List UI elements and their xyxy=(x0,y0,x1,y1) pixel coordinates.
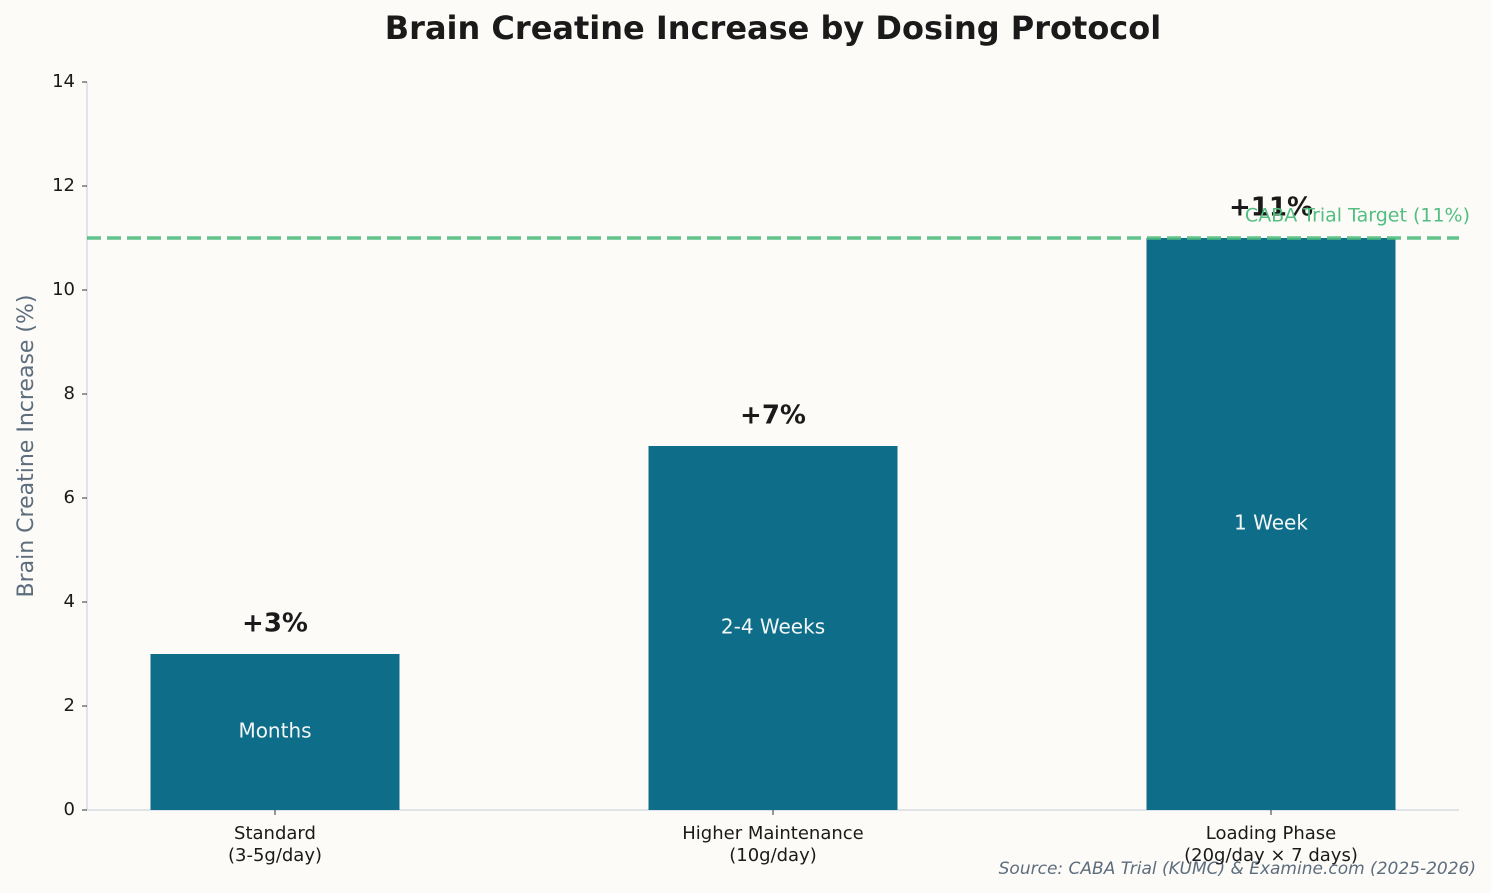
value-label: +7% xyxy=(740,401,806,431)
bar-annotation: 1 Week xyxy=(1234,511,1308,535)
value-label: +3% xyxy=(242,609,308,639)
y-tick-label: 4 xyxy=(64,591,75,612)
bar xyxy=(150,654,400,810)
y-tick-label: 8 xyxy=(64,383,75,404)
value-label: +11% xyxy=(1229,193,1313,223)
reference-label: CABA Trial Target (11%) xyxy=(1245,205,1470,227)
y-axis-label: Brain Creatine Increase (%) xyxy=(14,295,39,598)
bar-annotation: Months xyxy=(238,719,311,743)
chart-title: Brain Creatine Increase by Dosing Protoc… xyxy=(385,9,1161,47)
source-note: Source: CABA Trial (KUMC) & Examine.com … xyxy=(999,859,1476,879)
y-tick-label: 6 xyxy=(64,487,75,508)
bar-annotation: 2-4 Weeks xyxy=(721,615,825,639)
x-tick-label: Loading Phase (20g/day × 7 days) xyxy=(1184,823,1358,866)
x-tick-label: Standard (3-5g/day) xyxy=(227,823,323,866)
x-tick-label: Higher Maintenance (10g/day) xyxy=(682,823,864,866)
bar xyxy=(648,446,898,810)
y-tick-label: 0 xyxy=(64,799,75,820)
y-tick-label: 12 xyxy=(52,175,75,196)
bar xyxy=(1146,238,1396,810)
y-tick-label: 14 xyxy=(52,71,75,92)
y-tick-label: 10 xyxy=(52,279,75,300)
y-tick-label: 2 xyxy=(64,695,75,716)
